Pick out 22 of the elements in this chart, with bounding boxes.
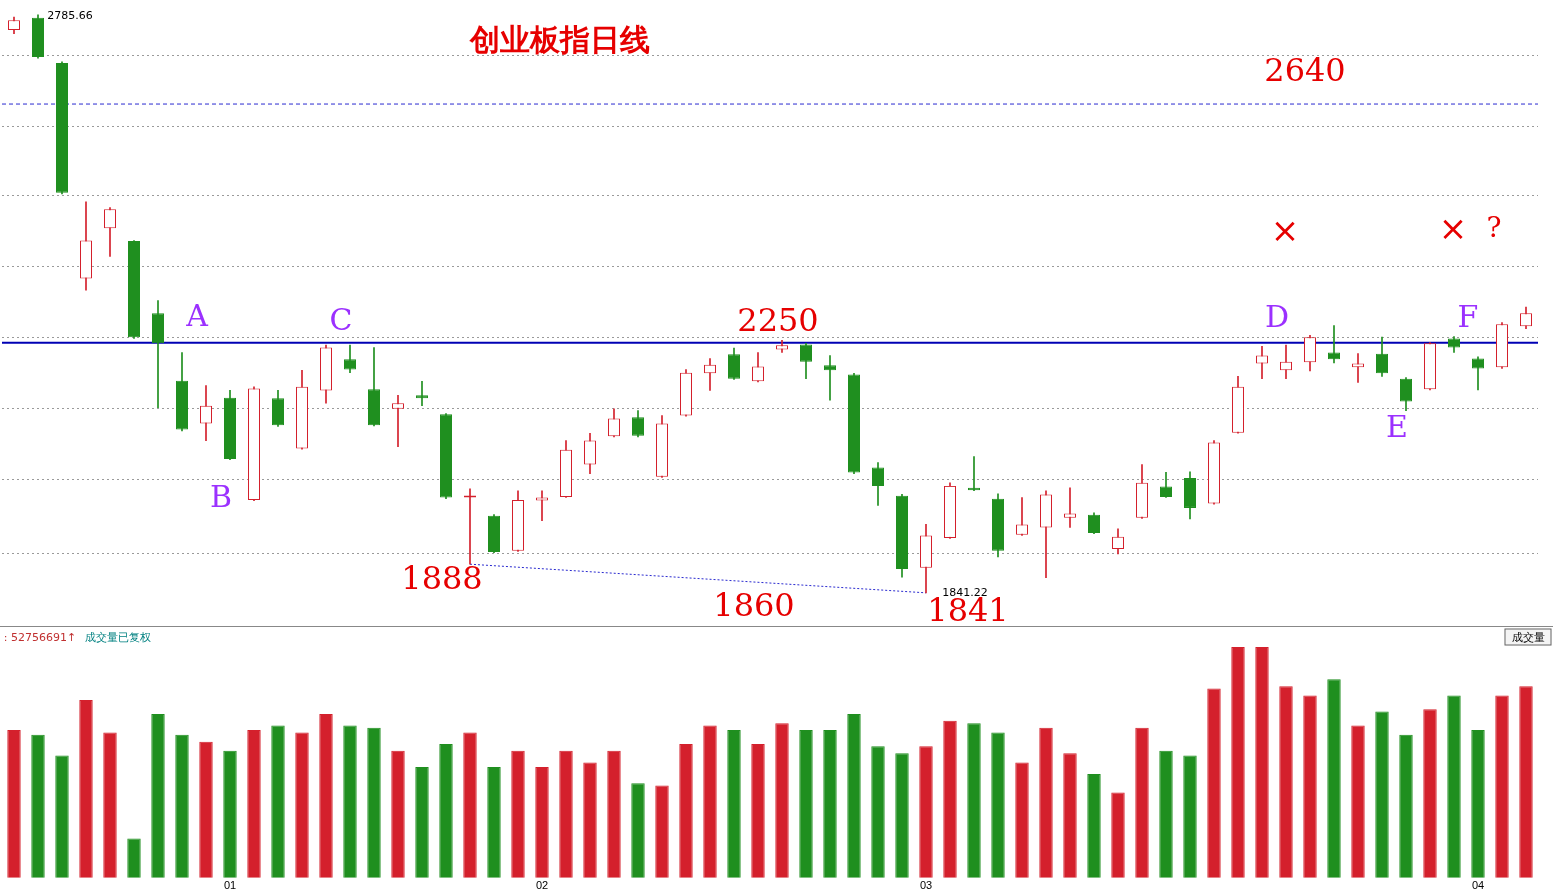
ref-line-label: 2640: [1264, 51, 1346, 89]
annotation: D: [1264, 299, 1290, 334]
annotation: 1860: [713, 586, 795, 624]
x-tick-label: 02: [535, 879, 549, 892]
x-tick-label: 04: [1471, 879, 1485, 892]
annotation: E: [1386, 409, 1408, 444]
ref-line-label: 2250: [737, 301, 819, 339]
annotation: A: [186, 298, 208, 333]
annotation: ?: [1486, 211, 1502, 244]
text: 成交量: [1504, 628, 1552, 646]
annotation: F: [1457, 299, 1479, 334]
annotation: B: [209, 479, 233, 514]
x-tick-label: 01: [223, 879, 237, 892]
text: : 52756691↑: [3, 630, 77, 644]
text: 成交量已复权: [85, 630, 151, 644]
annotation: ×: [1438, 208, 1468, 248]
annotation: C: [329, 302, 353, 337]
annotation: 1888: [401, 559, 483, 597]
chart-title: 创业板指日线: [470, 22, 650, 57]
annotation: 2785.66: [47, 8, 93, 22]
annotation: ×: [1270, 210, 1300, 250]
x-tick-label: 03: [919, 879, 933, 892]
